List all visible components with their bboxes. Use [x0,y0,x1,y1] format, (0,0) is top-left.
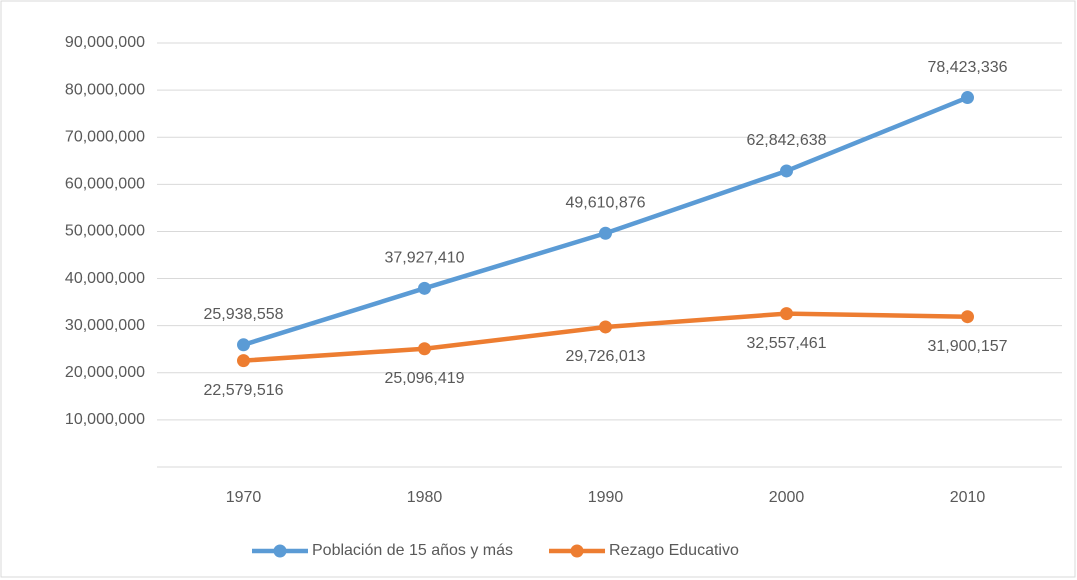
x-tick-label: 1990 [588,489,624,506]
y-tick-label: 50,000,000 [65,223,145,240]
data-label: 32,557,461 [746,335,826,352]
legend-label: Población de 15 años y más [312,542,513,559]
legend-marker [273,544,287,558]
y-tick-label: 90,000,000 [65,34,145,51]
x-tick-label: 1970 [226,489,262,506]
data-label: 25,938,558 [203,306,283,323]
y-tick-label: 40,000,000 [65,270,145,287]
data-label: 29,726,013 [565,348,645,365]
point [961,310,974,324]
legend-label: Rezago Educativo [609,542,739,559]
data-label: 62,842,638 [746,132,826,149]
x-tick-label: 1980 [407,489,443,506]
point [599,320,612,334]
y-tick-label: 30,000,000 [65,317,145,334]
data-label: 49,610,876 [565,194,645,211]
data-label: 31,900,157 [927,338,1007,355]
point [418,342,431,356]
y-tick-label: 20,000,000 [65,364,145,381]
y-tick-label: 70,000,000 [65,128,145,145]
y-tick-label: 60,000,000 [65,176,145,193]
x-tick-label: 2000 [769,489,805,506]
point [418,281,431,295]
data-label: 22,579,516 [203,382,283,399]
point [237,338,250,352]
point [780,164,793,178]
y-tick-label: 10,000,000 [65,411,145,428]
point [961,91,974,105]
point [237,354,250,368]
x-tick-label: 2010 [950,489,986,506]
legend-marker [570,544,584,558]
y-tick-label: 80,000,000 [65,81,145,98]
point [780,307,793,321]
data-label: 37,927,410 [384,250,464,267]
point [599,226,612,240]
data-label: 25,096,419 [384,370,464,387]
data-label: 78,423,336 [927,59,1007,76]
